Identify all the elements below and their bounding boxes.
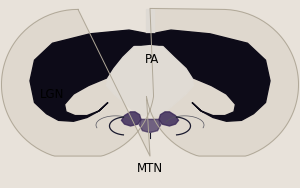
Polygon shape	[159, 112, 178, 126]
Polygon shape	[126, 34, 174, 45]
Text: LGN: LGN	[40, 88, 65, 102]
Text: MTN: MTN	[137, 162, 163, 175]
Polygon shape	[106, 34, 194, 116]
Polygon shape	[146, 9, 154, 34]
Polygon shape	[122, 112, 141, 126]
Polygon shape	[30, 30, 148, 121]
Polygon shape	[140, 119, 160, 133]
Text: PA: PA	[144, 53, 159, 66]
Polygon shape	[152, 30, 270, 121]
Polygon shape	[2, 8, 298, 156]
